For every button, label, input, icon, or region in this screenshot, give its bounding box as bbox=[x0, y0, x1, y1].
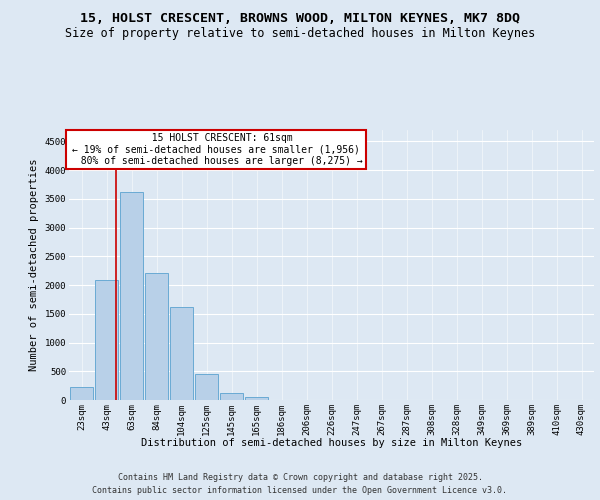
Text: 15 HOLST CRESCENT: 61sqm
← 19% of semi-detached houses are smaller (1,956)
  80%: 15 HOLST CRESCENT: 61sqm ← 19% of semi-d… bbox=[69, 132, 363, 166]
Bar bbox=[170, 307, 193, 400]
Bar bbox=[95, 280, 118, 400]
Bar bbox=[195, 374, 218, 400]
Y-axis label: Number of semi-detached properties: Number of semi-detached properties bbox=[29, 159, 39, 371]
Bar bbox=[220, 393, 243, 400]
Text: Size of property relative to semi-detached houses in Milton Keynes: Size of property relative to semi-detach… bbox=[65, 28, 535, 40]
Bar bbox=[120, 192, 143, 400]
Text: 15, HOLST CRESCENT, BROWNS WOOD, MILTON KEYNES, MK7 8DQ: 15, HOLST CRESCENT, BROWNS WOOD, MILTON … bbox=[80, 12, 520, 26]
Bar bbox=[245, 397, 268, 400]
Text: Contains HM Land Registry data © Crown copyright and database right 2025.: Contains HM Land Registry data © Crown c… bbox=[118, 472, 482, 482]
Text: Contains public sector information licensed under the Open Government Licence v3: Contains public sector information licen… bbox=[92, 486, 508, 495]
Bar bbox=[70, 387, 93, 400]
Text: Distribution of semi-detached houses by size in Milton Keynes: Distribution of semi-detached houses by … bbox=[141, 438, 523, 448]
Bar bbox=[145, 273, 168, 400]
